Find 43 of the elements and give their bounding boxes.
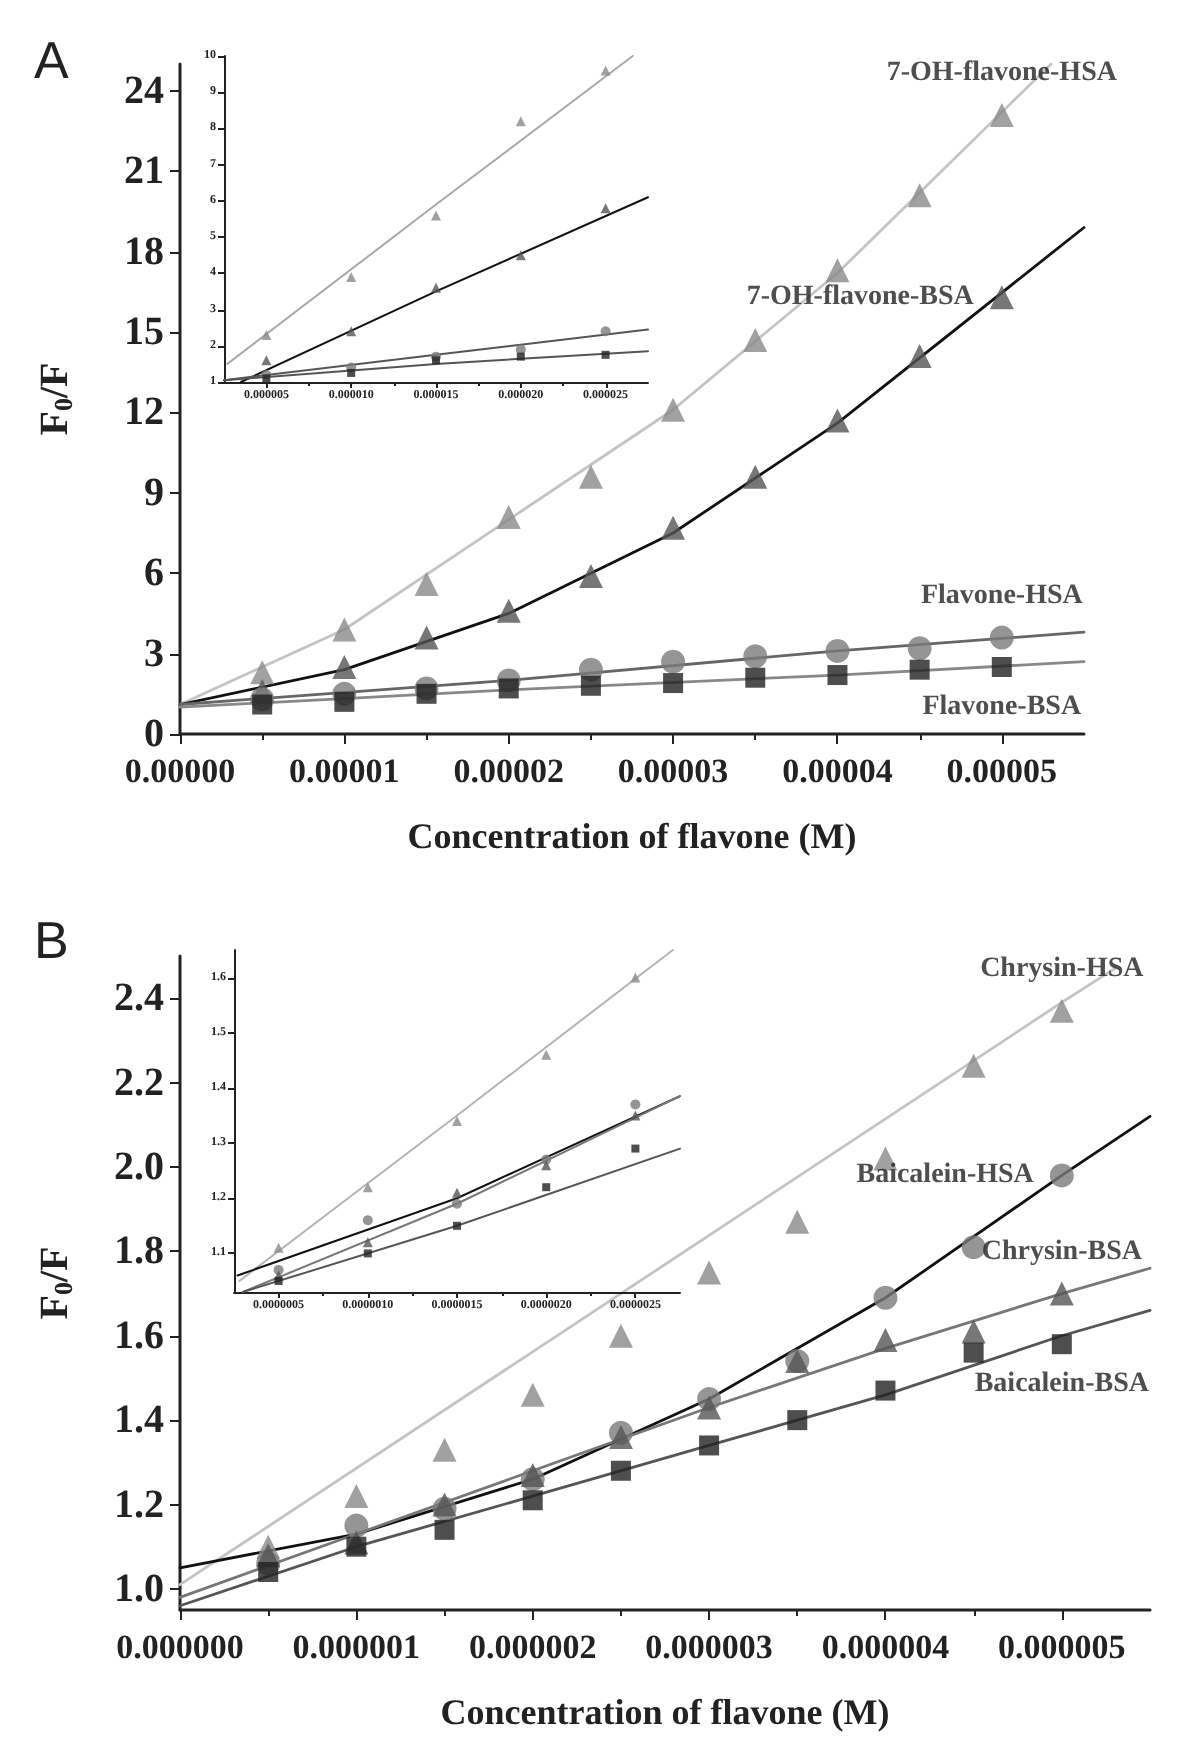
chart-title: B (34, 910, 69, 970)
y-tick-label: 1.2 (114, 1482, 164, 1527)
x-tick-label: 0.000001 (292, 1628, 421, 1666)
chart-title: A (34, 30, 70, 90)
y-tick-label: 12 (124, 390, 164, 435)
y-tick-label: 1.6 (114, 1313, 164, 1358)
y-tick-label: 24 (124, 68, 164, 113)
x-tick-label: 0.00005 (946, 752, 1058, 790)
series-label: 7-OH-flavone-HSA (886, 57, 1119, 88)
series-label: Baicalein-BSA (974, 1369, 1151, 1400)
series-label: Flavone-HSA (920, 580, 1085, 611)
series-label: 7-OH-flavone-BSA (746, 282, 976, 313)
y-tick-label: 18 (124, 229, 164, 274)
y-tick-label: 2.0 (114, 1144, 164, 1189)
y-tick-label: 2.4 (114, 976, 164, 1021)
x-tick-label: 0.00003 (617, 752, 729, 790)
x-axis-title: Concentration of flavone (M) (440, 1692, 890, 1732)
x-tick-label: 0.000002 (468, 1628, 597, 1666)
x-tick-label: 0.00004 (782, 752, 894, 790)
x-tick-label: 0.000003 (645, 1628, 773, 1666)
y-tick-label: 1.8 (114, 1229, 164, 1274)
series-label: Chrysin-HSA (980, 953, 1146, 984)
x-tick-label: 0.000004 (821, 1628, 951, 1666)
x-tick-label: 0.00000 (124, 752, 236, 790)
y-tick-label: 21 (124, 149, 164, 194)
y-tick-label: 1.0 (114, 1566, 164, 1611)
y-tick-label: 3 (144, 631, 164, 676)
y-tick-label: 9 (144, 470, 164, 515)
x-tick-label: 0.00002 (453, 752, 564, 790)
y-axis-title: F0/F (33, 1246, 78, 1320)
x-tick-label: 0.000005 (998, 1628, 1126, 1666)
y-tick-label: 0 (144, 712, 164, 756)
y-tick-label: 15 (124, 310, 164, 354)
series-label: Baicalein-HSA (856, 1160, 1036, 1191)
series-label: Flavone-BSA (922, 692, 1083, 722)
y-axis-title: F0/F (33, 362, 78, 436)
y-tick-label: 1.4 (114, 1398, 164, 1443)
y-tick-label: 6 (144, 551, 164, 596)
series-label: Chrysin-BSA (981, 1236, 1144, 1267)
x-tick-label: 0.000000 (116, 1628, 244, 1666)
x-axis-title: Concentration of flavone (M) (407, 816, 857, 856)
y-tick-label: 2.2 (114, 1060, 164, 1105)
x-tick-label: 0.00001 (289, 752, 400, 790)
